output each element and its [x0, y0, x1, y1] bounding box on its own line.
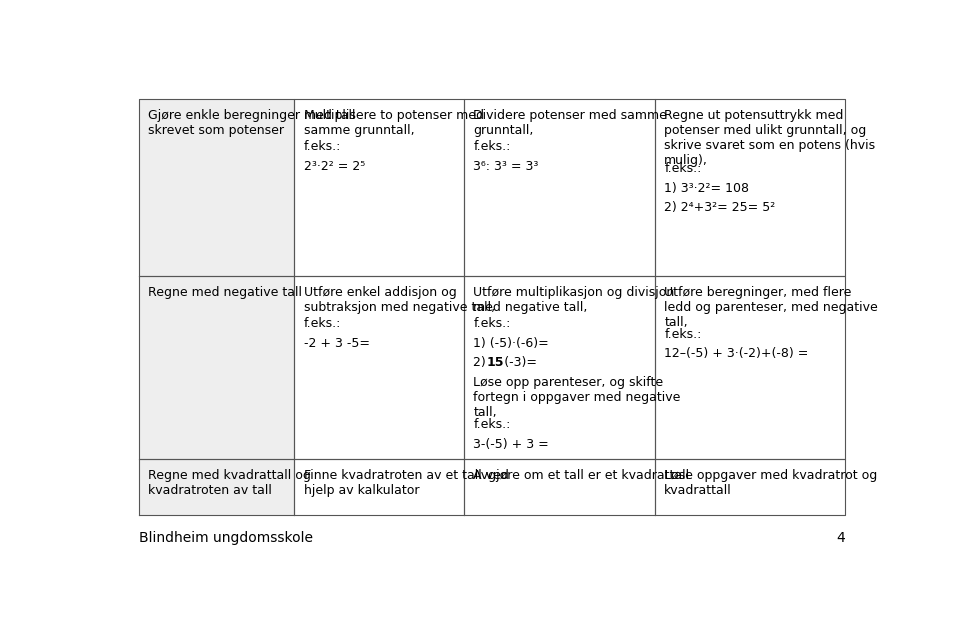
Text: f.eks.:: f.eks.:: [473, 317, 511, 330]
Bar: [138, 100, 294, 276]
Text: f.eks.:: f.eks.:: [303, 140, 341, 153]
Text: 1) 3³·2²= 108: 1) 3³·2²= 108: [664, 181, 749, 195]
Text: : (-3)=: : (-3)=: [495, 356, 537, 369]
Text: 1) (-5)·(-6)=: 1) (-5)·(-6)=: [473, 336, 549, 350]
Text: Løse oppgaver med kvadratrot og
kvadrattall: Løse oppgaver med kvadratrot og kvadratt…: [664, 469, 877, 497]
Text: f.eks.:: f.eks.:: [303, 317, 341, 330]
Text: f.eks.:: f.eks.:: [473, 418, 511, 431]
Text: 3-(-5) + 3 =: 3-(-5) + 3 =: [473, 438, 549, 451]
Text: Finne kvadratroten av et tall ved
hjelp av kalkulator: Finne kvadratroten av et tall ved hjelp …: [303, 469, 509, 497]
Text: 4: 4: [837, 531, 846, 545]
Text: 15: 15: [487, 356, 504, 369]
Bar: [655, 459, 846, 515]
Bar: [464, 100, 655, 276]
Text: Avgjøre om et tall er et kvadrattall: Avgjøre om et tall er et kvadrattall: [473, 469, 689, 482]
Text: -2 + 3 -5=: -2 + 3 -5=: [303, 336, 370, 350]
Text: Multiplisere to potenser med
samme grunntall,: Multiplisere to potenser med samme grunn…: [303, 109, 484, 138]
Bar: [294, 276, 464, 459]
Bar: [655, 276, 846, 459]
Text: 2³·2² = 2⁵: 2³·2² = 2⁵: [303, 160, 365, 173]
Text: 12–(-5) + 3·(-2)+(-8) =: 12–(-5) + 3·(-2)+(-8) =: [664, 347, 808, 361]
Bar: [655, 100, 846, 276]
Text: 2) 2⁴+3²= 25= 5²: 2) 2⁴+3²= 25= 5²: [664, 201, 776, 214]
Text: 2): 2): [473, 356, 491, 369]
Text: Regne med kvadrattall og
kvadratroten av tall: Regne med kvadrattall og kvadratroten av…: [148, 469, 311, 497]
Text: Utføre multiplikasjon og divisjon
med negative tall,: Utføre multiplikasjon og divisjon med ne…: [473, 286, 675, 314]
Text: Blindheim ungdomsskole: Blindheim ungdomsskole: [138, 531, 313, 545]
Bar: [138, 276, 294, 459]
Bar: [294, 459, 464, 515]
Text: Utføre enkel addisjon og
subtraksjon med negative tall,: Utføre enkel addisjon og subtraksjon med…: [303, 286, 495, 314]
Text: Regne med negative tall: Regne med negative tall: [148, 286, 302, 299]
Bar: [464, 459, 655, 515]
Text: Dividere potenser med samme
grunntall,: Dividere potenser med samme grunntall,: [473, 109, 667, 138]
Text: Løse opp parenteser, og skifte
fortegn i oppgaver med negative
tall,: Løse opp parenteser, og skifte fortegn i…: [473, 376, 681, 419]
Bar: [464, 276, 655, 459]
Bar: [294, 100, 464, 276]
Text: f.eks.:: f.eks.:: [664, 162, 702, 175]
Text: f.eks.:: f.eks.:: [473, 140, 511, 153]
Text: Gjøre enkle beregninger med tall
skrevet som potenser: Gjøre enkle beregninger med tall skrevet…: [148, 109, 356, 138]
Bar: [138, 459, 294, 515]
Text: Utføre beregninger, med flere
ledd og parenteser, med negative
tall,: Utføre beregninger, med flere ledd og pa…: [664, 286, 878, 329]
Text: f.eks.:: f.eks.:: [664, 328, 702, 341]
Text: 3⁶: 3³ = 3³: 3⁶: 3³ = 3³: [473, 160, 539, 173]
Text: Regne ut potensuttrykk med
potenser med ulikt grunntall, og
skrive svaret som en: Regne ut potensuttrykk med potenser med …: [664, 109, 876, 167]
